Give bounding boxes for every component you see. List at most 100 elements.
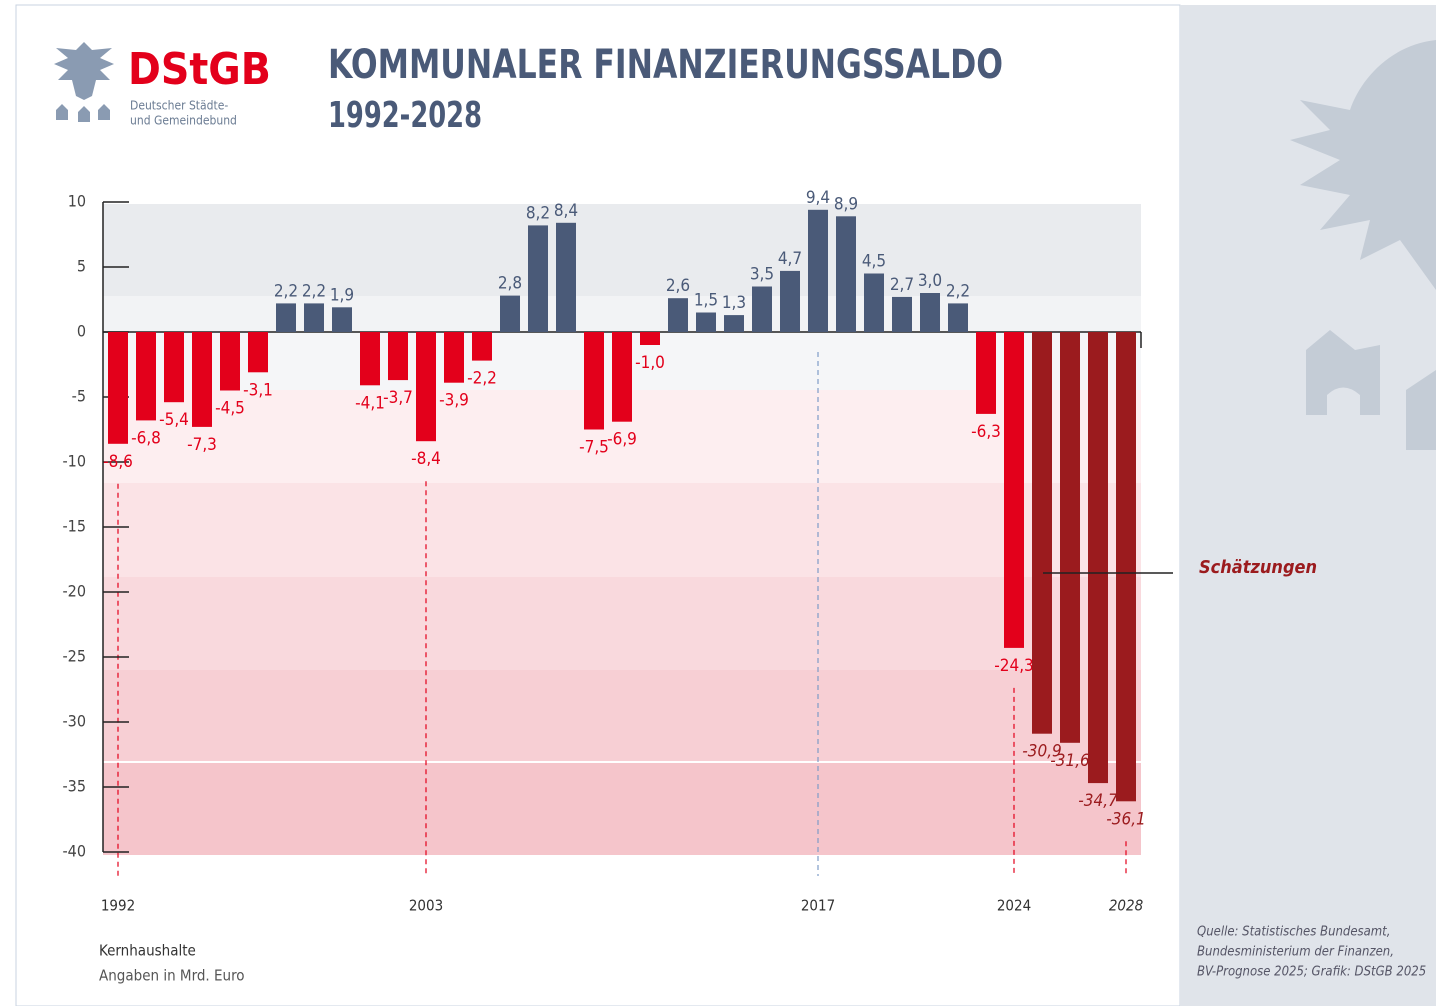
bar bbox=[220, 332, 240, 391]
data-label: 1,3 bbox=[722, 293, 746, 313]
bar bbox=[780, 270, 800, 332]
x-tick-label: 2017 bbox=[801, 897, 835, 915]
data-label: -7,3 bbox=[187, 435, 217, 455]
x-tick-label: 2003 bbox=[409, 897, 443, 915]
bar bbox=[248, 332, 268, 373]
data-label: -4,5 bbox=[215, 399, 245, 419]
bar bbox=[528, 225, 548, 332]
bar bbox=[500, 295, 520, 332]
bar bbox=[276, 303, 296, 332]
data-label: -1,0 bbox=[635, 353, 665, 373]
logo-line: und Gemeindebund bbox=[130, 114, 237, 128]
bar bbox=[1116, 332, 1136, 802]
data-label: 2,8 bbox=[498, 274, 522, 294]
data-label: 4,7 bbox=[778, 249, 802, 269]
y-tick-label: -40 bbox=[62, 842, 86, 861]
bar bbox=[388, 332, 408, 381]
data-label: -34,7 bbox=[1078, 791, 1118, 811]
bar bbox=[444, 332, 464, 383]
bar bbox=[640, 332, 660, 345]
bar bbox=[136, 332, 156, 421]
data-label: -8,6 bbox=[103, 452, 133, 472]
year-markers bbox=[117, 352, 1127, 876]
data-label: 2,2 bbox=[302, 281, 326, 301]
bar bbox=[864, 273, 884, 332]
data-label: 1,9 bbox=[330, 285, 354, 305]
data-label: 2,2 bbox=[274, 281, 298, 301]
logo-name: DStGB bbox=[128, 44, 271, 95]
bar bbox=[920, 293, 940, 332]
bar bbox=[192, 332, 212, 427]
data-label: -6,9 bbox=[607, 430, 637, 450]
side-eagle bbox=[1290, 40, 1436, 450]
data-label: 3,0 bbox=[918, 271, 942, 291]
data-label: -31,6 bbox=[1050, 751, 1090, 771]
data-label: 8,2 bbox=[526, 203, 550, 223]
bar bbox=[696, 312, 716, 332]
data-label: -4,1 bbox=[355, 393, 385, 413]
y-tick-label: -10 bbox=[62, 452, 86, 471]
bar bbox=[668, 298, 688, 332]
data-label: 2,6 bbox=[666, 276, 690, 296]
data-label: -3,7 bbox=[383, 388, 413, 408]
data-label: -6,3 bbox=[971, 422, 1001, 442]
y-tick-label: 0 bbox=[77, 322, 86, 341]
data-label: -36,1 bbox=[1106, 809, 1146, 829]
source: BV-Prognose 2025; Grafik: DStGB 2025 bbox=[1197, 965, 1426, 980]
bar bbox=[1032, 332, 1052, 734]
bar bbox=[1004, 332, 1024, 648]
bar bbox=[1060, 332, 1080, 743]
data-label: -7,5 bbox=[579, 438, 609, 458]
y-tick-label: -30 bbox=[62, 712, 86, 731]
data-label: -2,2 bbox=[467, 369, 497, 389]
note: Kernhaushalte bbox=[99, 942, 196, 960]
y-tick-label: -25 bbox=[62, 647, 86, 666]
background-bands bbox=[103, 204, 1141, 855]
bar bbox=[360, 332, 380, 386]
data-label: -5,4 bbox=[159, 410, 189, 430]
bar bbox=[976, 332, 996, 414]
data-label: -24,3 bbox=[994, 656, 1034, 676]
y-tick-label: -35 bbox=[62, 777, 86, 796]
y-tick-label: -20 bbox=[62, 582, 86, 601]
bar bbox=[164, 332, 184, 403]
data-label: 8,9 bbox=[834, 194, 858, 214]
data-label: -8,4 bbox=[411, 449, 441, 469]
bar bbox=[612, 332, 632, 422]
data-label: -3,9 bbox=[439, 391, 469, 411]
data-label: 2,7 bbox=[890, 275, 914, 295]
y-tick-label: 5 bbox=[77, 257, 86, 276]
chart-subtitle: 1992-2028 bbox=[328, 95, 482, 136]
data-label: -3,1 bbox=[243, 380, 273, 400]
bar bbox=[752, 286, 772, 332]
bar bbox=[556, 222, 576, 332]
annotation: Schätzungen bbox=[1199, 557, 1317, 578]
data-label: 8,4 bbox=[554, 201, 578, 221]
x-tick-label: 2028 bbox=[1109, 897, 1143, 915]
source: Bundesministerium der Finanzen, bbox=[1197, 945, 1394, 960]
logo-eagle bbox=[54, 42, 114, 122]
data-label: 4,5 bbox=[862, 252, 886, 272]
note: Angaben in Mrd. Euro bbox=[99, 967, 245, 985]
chart-title: KOMMUNALER FINANZIERUNGSSALDO bbox=[328, 42, 1003, 88]
bar bbox=[472, 332, 492, 361]
x-tick-label: 2024 bbox=[997, 897, 1031, 915]
data-label: 1,5 bbox=[694, 291, 718, 311]
bar bbox=[1088, 332, 1108, 784]
logo-line: Deutscher Städte- bbox=[130, 99, 228, 113]
data-label: -6,8 bbox=[131, 428, 161, 448]
y-tick-label: -15 bbox=[62, 517, 86, 536]
data-label: -30,9 bbox=[1022, 742, 1062, 762]
y-tick-label: -5 bbox=[72, 387, 86, 406]
bar bbox=[584, 332, 604, 430]
bar bbox=[416, 332, 436, 442]
x-tick-label: 1992 bbox=[101, 897, 135, 915]
bar bbox=[332, 307, 352, 332]
data-label: 9,4 bbox=[806, 188, 830, 208]
bar bbox=[724, 315, 744, 332]
y-tick-label: 10 bbox=[68, 192, 86, 211]
bar bbox=[836, 216, 856, 332]
data-label: 3,5 bbox=[750, 265, 774, 285]
bar bbox=[108, 332, 128, 444]
bar bbox=[304, 303, 324, 332]
